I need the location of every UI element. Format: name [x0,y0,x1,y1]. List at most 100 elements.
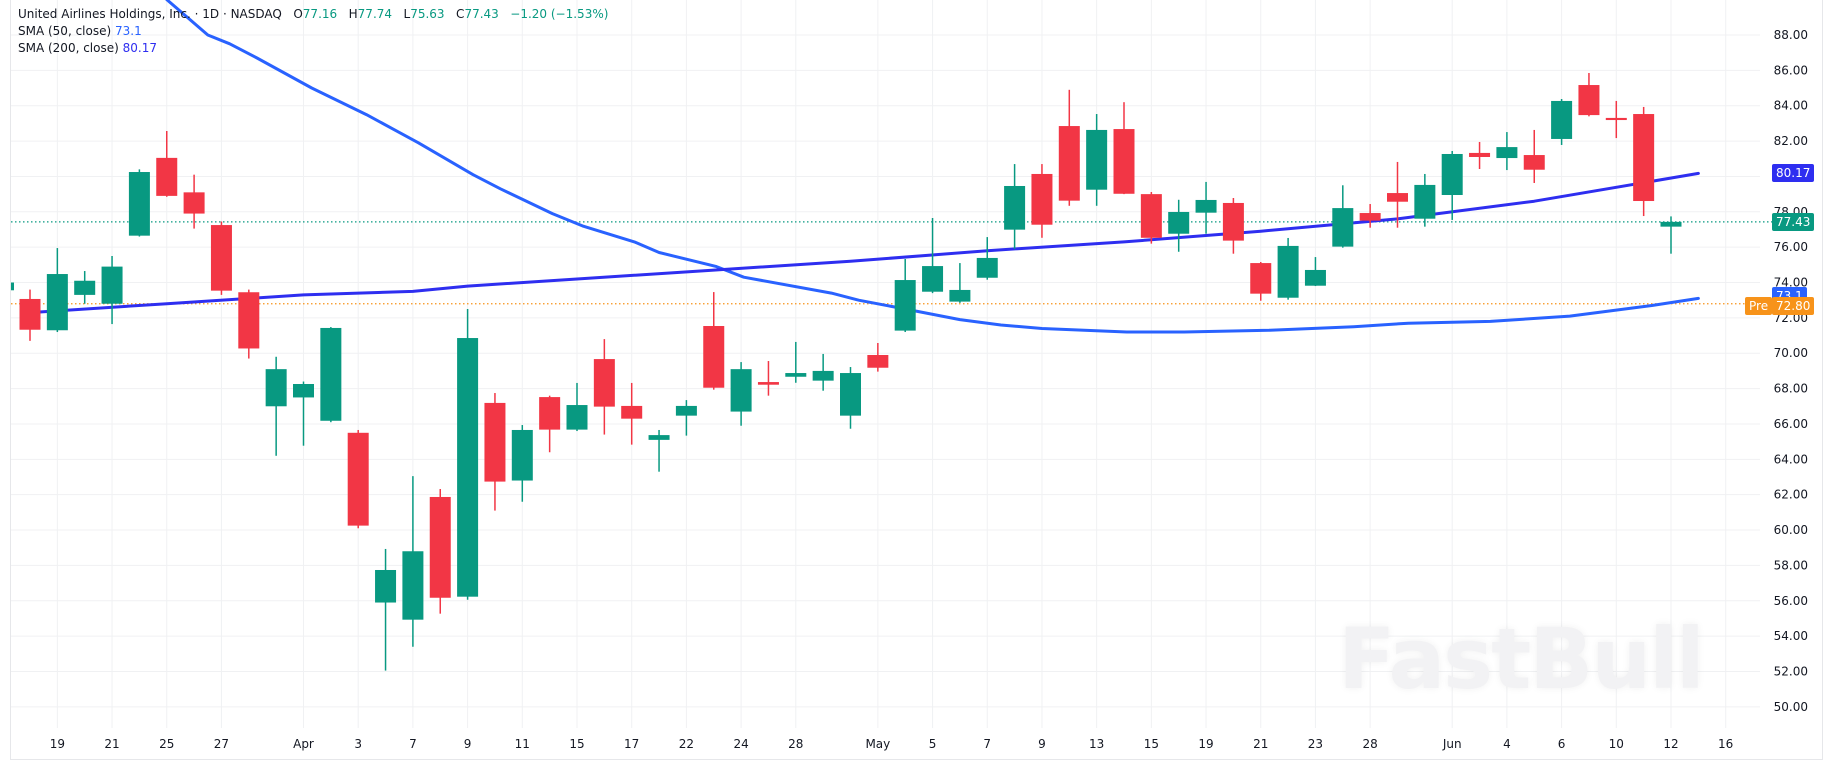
candle [1250,262,1272,301]
candle [1551,99,1573,145]
chart-frame [10,0,1823,760]
indicator-sma50[interactable]: SMA (50, close) 73.1 [18,23,608,40]
x-tick-label: 13 [1089,737,1104,751]
candle [922,217,944,294]
candle [1414,173,1436,227]
price-axis[interactable]: 50.00 52.00 54.00 56.00 58.00 60.00 62.00 64.00… [1774,28,1808,714]
close-label: C [456,7,465,21]
x-tick-label: 6 [1558,737,1566,751]
watermark-logo: FastBull [1338,610,1705,708]
candle [511,425,533,502]
x-tick-label: 16 [1718,737,1733,751]
candle [1086,114,1108,206]
candle [265,356,287,456]
indicator-value: 73.1 [115,24,142,38]
y-tick-label: 52.00 [1774,664,1808,678]
candle [347,429,369,529]
chart-legend: United Airlines Holdings, Inc. · 1D · NA… [18,6,608,57]
candle [812,353,834,391]
y-tick-label: 82.00 [1774,134,1808,148]
symbol-name: United Airlines Holdings, Inc. [18,7,191,21]
symbol-row[interactable]: United Airlines Holdings, Inc. · 1D · NA… [18,7,609,21]
premarket-price-tag: 72.80 [1772,296,1815,315]
x-tick-label: 7 [409,737,417,751]
y-tick-label: 68.00 [1774,382,1808,396]
x-tick-label: Apr [293,737,314,751]
candle [320,327,342,423]
x-tick-label: May [865,737,890,751]
x-tick-label: 28 [1363,737,1378,751]
x-tick-label: 21 [104,737,119,751]
x-tick-label: 21 [1253,737,1268,751]
y-tick-label: 84.00 [1774,99,1808,113]
x-tick-label: Jun [1442,737,1462,751]
candle [1168,199,1190,252]
open-label: O [293,7,303,21]
y-tick-label: 60.00 [1774,523,1808,537]
candle [539,395,561,453]
x-tick-label: 28 [788,737,803,751]
candle [1496,132,1518,171]
x-tick-label: 10 [1609,737,1624,751]
indicator-sma200[interactable]: SMA (200, close) 80.17 [18,40,608,57]
candle [1031,164,1053,238]
open-value: 77.16 [302,7,338,21]
sma200-line [28,171,1700,315]
x-tick-label: 5 [929,737,937,751]
candle [1304,257,1326,287]
candle [128,169,150,237]
candle [785,341,807,383]
candle [703,292,725,390]
candle [566,382,588,432]
candle [375,548,397,671]
y-tick-label: 58.00 [1774,558,1808,572]
time-axis[interactable]: 19 21 25 27 Apr 3 7 9 11 15 17 22 24 28 May 5 7 9 13 15 19 21… [50,737,1734,751]
change-value: −1.20 (−1.53%) [510,7,609,21]
candle [1140,191,1162,244]
candle [648,429,670,472]
low-value: 75.63 [410,7,445,21]
candle [894,259,916,333]
close-value: 77.43 [464,7,499,21]
y-tick-label: 62.00 [1774,488,1808,502]
premarket-label-tag: Pre [1745,296,1773,315]
x-tick-label: 22 [679,737,694,751]
candle [1058,89,1080,206]
x-tick-label: 9 [464,737,472,751]
candle [1660,216,1682,254]
candle [484,393,506,511]
candle [402,476,424,647]
x-tick-label: 3 [354,737,362,751]
x-tick-label: 9 [1038,737,1046,751]
y-tick-label: 74.00 [1774,276,1808,290]
high-label: H [348,7,358,21]
indicator-label: SMA (200, close) [18,41,119,55]
candle [1469,141,1491,170]
sma200-price-tag: 80.17 [1772,164,1815,183]
candle [1523,129,1545,183]
candle [867,342,889,372]
x-tick-label: 27 [214,737,229,751]
candle [1441,150,1463,220]
y-tick-label: 76.00 [1774,240,1808,254]
grid [11,0,1760,728]
x-tick-label: 19 [1198,737,1213,751]
x-tick-label: 24 [733,737,748,751]
x-tick-label: 4 [1503,737,1511,751]
candle [156,131,178,197]
candle [1387,161,1408,228]
candle [1277,237,1299,300]
candle [457,309,479,600]
high-value: 77.74 [357,7,393,21]
candle [1605,100,1627,139]
x-tick-label: 7 [983,737,991,751]
y-tick-label: 70.00 [1774,346,1808,360]
candle [429,489,451,614]
x-tick-label: 17 [624,737,639,751]
candle [976,237,998,280]
candle [840,367,861,429]
candle [46,248,68,333]
candle [730,362,752,426]
last-price-tag: 77.43 [1772,212,1815,231]
